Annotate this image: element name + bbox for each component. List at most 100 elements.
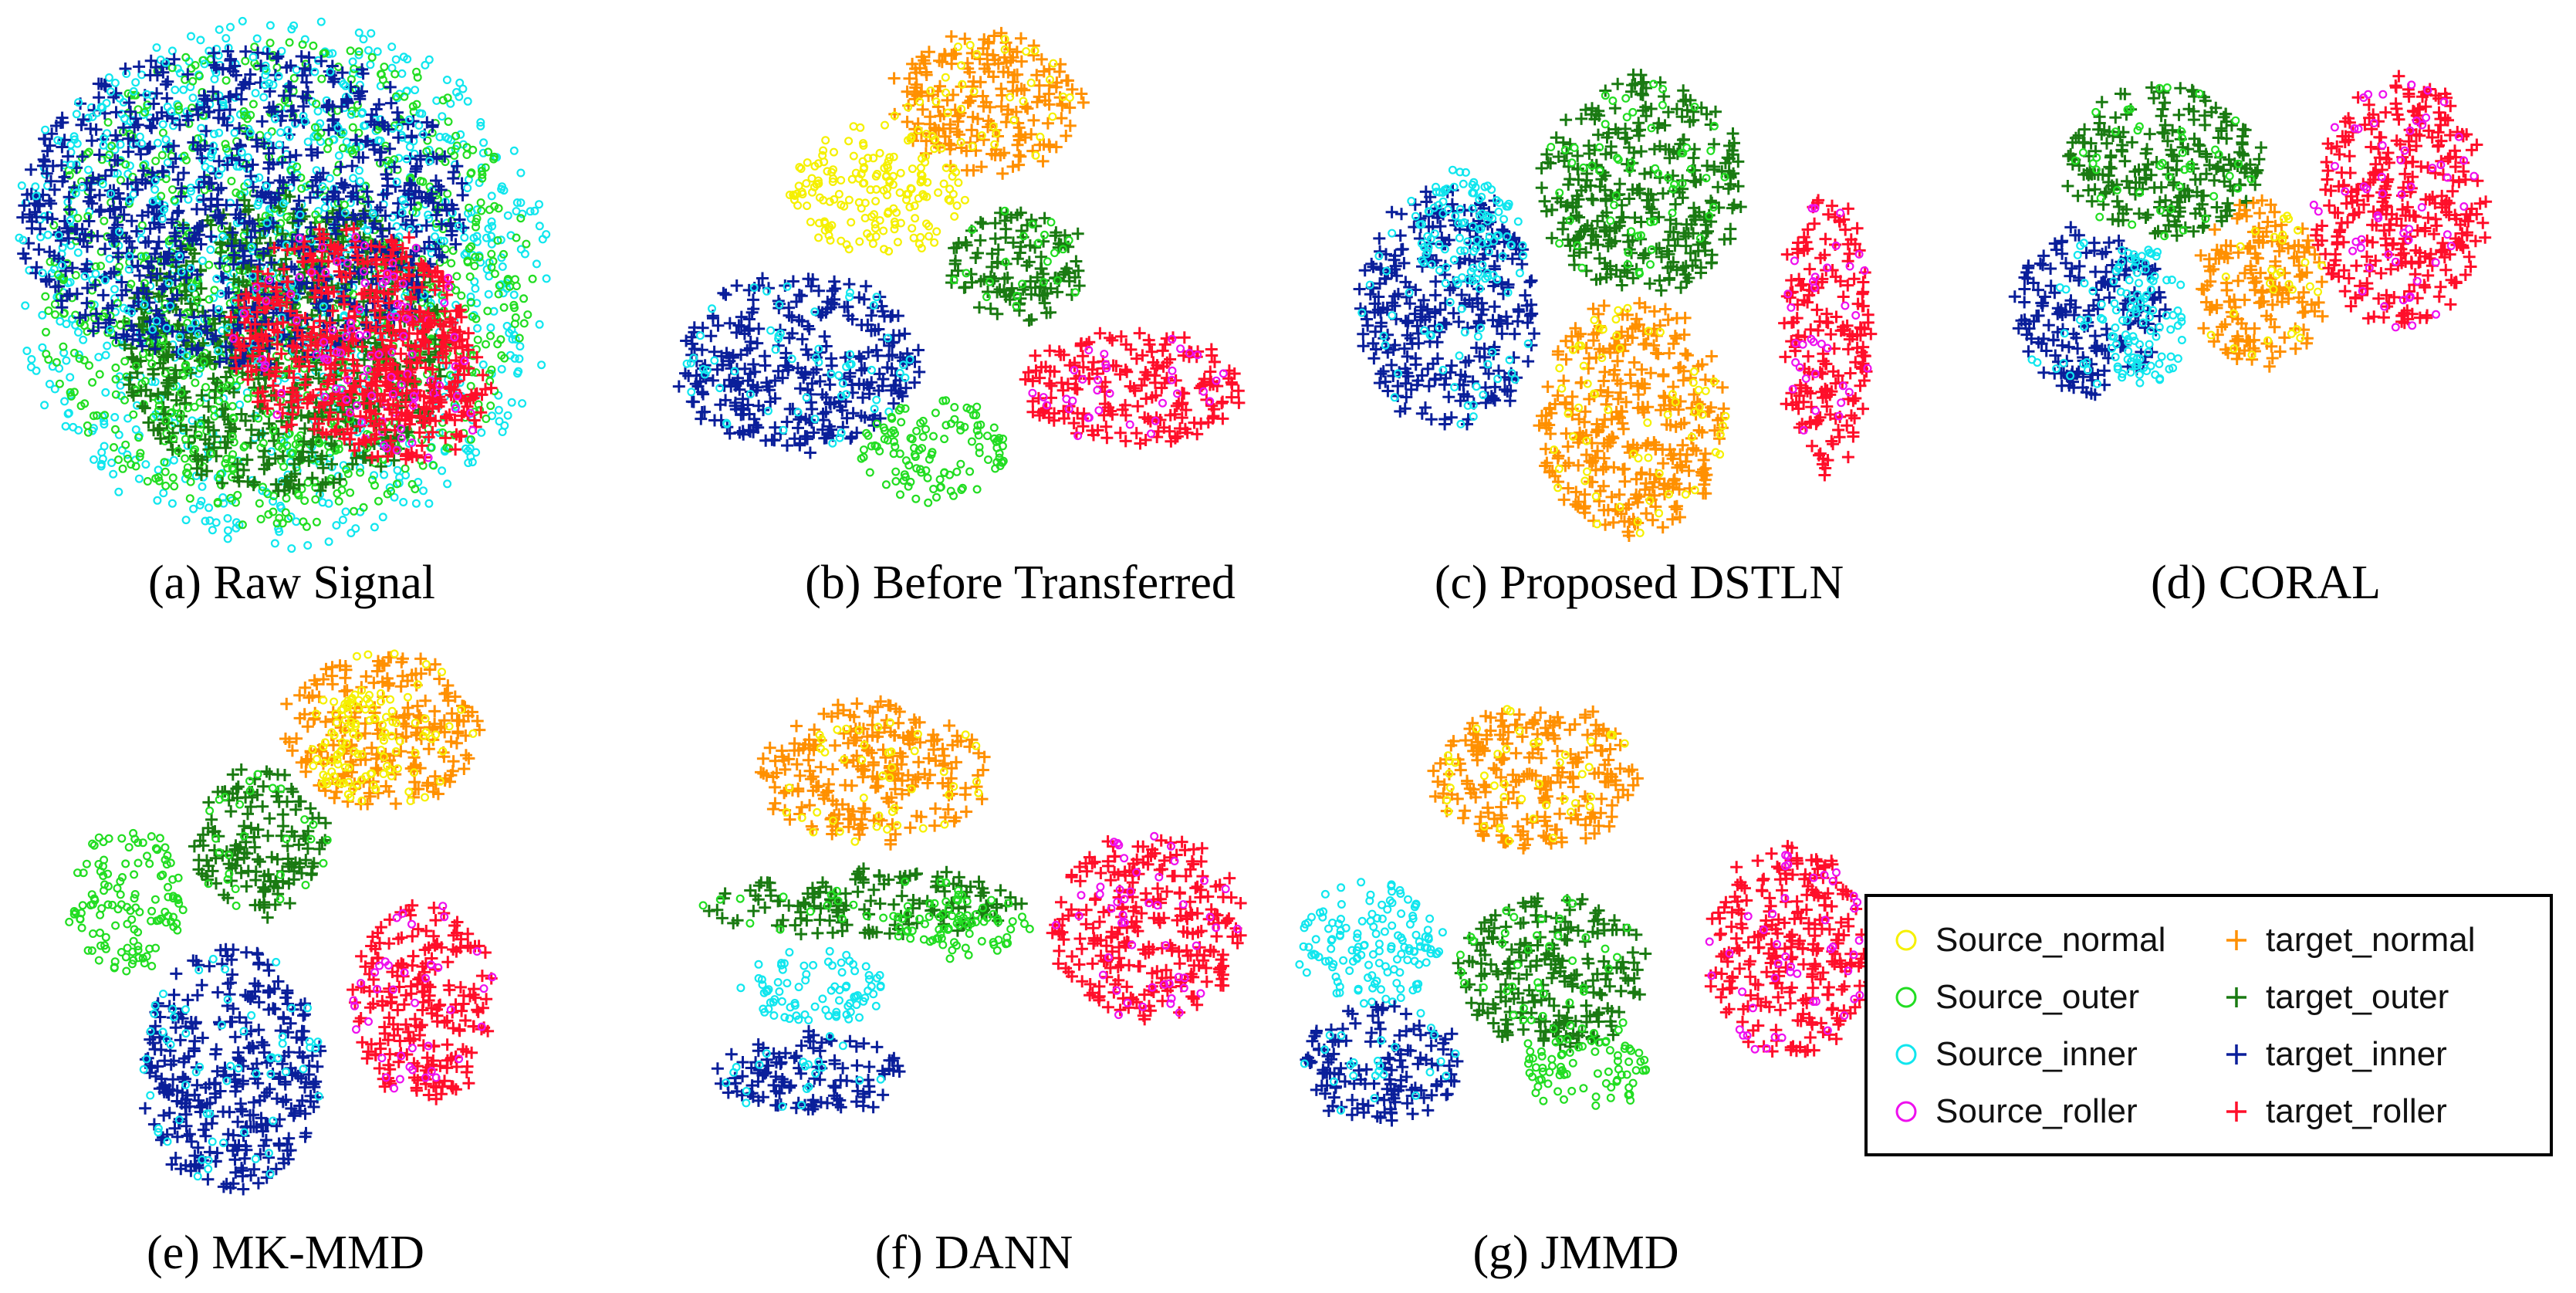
scatter-point-source_outer <box>356 468 365 477</box>
scatter-point-source_outer <box>248 100 258 109</box>
scatter-point-target_normal <box>1041 117 1054 130</box>
scatter-point-source_inner <box>387 42 397 52</box>
scatter-point-source_inner <box>451 87 461 96</box>
scatter-point-target_normal <box>931 100 945 113</box>
scatter-point-source_inner <box>342 137 351 147</box>
scatter-point-source_inner <box>498 427 507 436</box>
scatter-point-source_inner <box>318 498 327 507</box>
scatter-point-source_outer <box>354 128 363 137</box>
scatter-point-source_inner <box>455 78 465 87</box>
scatter-point-source_outer <box>1043 257 1052 266</box>
scatter-point-source_outer <box>168 185 177 195</box>
scatter-point-source_inner <box>22 347 32 356</box>
scatter-point-target_inner <box>70 287 83 300</box>
scatter-point-source_normal <box>957 61 966 70</box>
scatter-point-source_inner <box>221 34 231 43</box>
scatter-point-source_inner <box>116 381 125 390</box>
scatter-point-source_inner <box>520 249 529 259</box>
scatter-point-target_outer <box>1035 250 1048 263</box>
scatter-point-target_outer <box>1015 225 1028 237</box>
scatter-point-source_inner <box>484 224 493 233</box>
scatter-point-target_inner <box>32 243 46 256</box>
scatter-point-source_outer <box>181 454 190 463</box>
scatter-point-source_outer <box>1046 218 1056 227</box>
scatter-point-source_inner <box>348 57 357 66</box>
scatter-point-source_outer <box>519 319 529 328</box>
scatter-point-source_outer <box>111 425 120 434</box>
scatter-point-target_outer <box>194 282 208 295</box>
scatter-point-source_inner <box>215 170 224 179</box>
scatter-point-source_inner <box>167 46 177 56</box>
scatter-point-source_inner <box>526 207 535 216</box>
scatter-point-target_inner <box>306 149 318 162</box>
scatter-point-source_inner <box>153 496 162 505</box>
scatter-point-source_inner <box>479 138 488 147</box>
scatter-point-source_inner <box>494 405 503 415</box>
scatter-point-target_outer <box>976 217 989 230</box>
scatter-point-source_outer <box>111 390 120 399</box>
scatter-point-source_outer <box>95 370 104 379</box>
scatter-point-source_normal <box>803 158 812 168</box>
scatter-point-source_inner <box>538 235 547 244</box>
scatter-point-source_inner <box>269 80 278 90</box>
scatter-point-target_normal <box>903 72 916 85</box>
scatter-point-target_inner <box>311 146 324 159</box>
scatter-point-source_inner <box>356 177 365 186</box>
scatter-point-source_outer <box>190 402 199 411</box>
scatter-point-source_inner <box>163 158 172 168</box>
scatter-point-source_outer <box>281 508 290 517</box>
scatter-point-target_outer <box>960 239 973 252</box>
scatter-point-source_inner <box>516 198 526 208</box>
scatter-point-target_normal <box>1043 140 1056 153</box>
scatter-point-source_inner <box>497 182 506 191</box>
scatter-point-target_normal <box>1014 150 1027 163</box>
scatter-point-source_normal <box>941 73 950 82</box>
scatter-point-source_inner <box>354 28 363 37</box>
scatter-point-source_inner <box>109 469 118 479</box>
scatter-point-source_outer <box>201 383 211 392</box>
scatter-point-source_inner <box>515 354 524 364</box>
scatter-point-source_normal <box>950 212 959 221</box>
scatter-point-source_normal <box>849 151 858 161</box>
scatter-point-source_inner <box>181 516 191 525</box>
panel-a-points <box>15 16 551 553</box>
scatter-point-source_normal <box>856 123 865 132</box>
scatter-point-source_inner <box>110 285 120 294</box>
scatter-point-source_outer <box>438 225 448 234</box>
scatter-point-target_normal <box>1053 65 1066 78</box>
scatter-point-source_inner <box>376 137 385 146</box>
scatter-point-source_inner <box>224 526 233 535</box>
scatter-point-source_outer <box>41 327 50 337</box>
scatter-point-source_inner <box>74 350 83 360</box>
scatter-point-source_inner <box>263 131 272 140</box>
scatter-point-source_inner <box>451 160 460 169</box>
scatter-point-source_normal <box>953 42 962 52</box>
scatter-point-source_normal <box>952 201 962 210</box>
scatter-point-source_normal <box>954 178 963 188</box>
scatter-point-target_outer <box>154 432 167 445</box>
scatter-point-source_normal <box>1065 93 1074 102</box>
scatter-point-source_outer <box>401 464 410 473</box>
scatter-point-source_inner <box>158 120 167 129</box>
scatter-point-source_inner <box>251 89 260 98</box>
scatter-point-target_outer <box>244 436 257 449</box>
scatter-point-source_inner <box>198 256 207 266</box>
scatter-point-source_outer <box>118 464 127 473</box>
scatter-point-target_outer <box>1001 271 1014 284</box>
scatter-point-source_inner <box>276 157 285 166</box>
scatter-point-source_outer <box>66 388 75 397</box>
scatter-point-source_normal <box>860 214 870 223</box>
scatter-point-source_inner <box>101 388 110 397</box>
scatter-point-source_outer <box>41 292 50 301</box>
scatter-point-source_inner <box>349 174 358 183</box>
scatter-point-source_inner <box>25 266 34 275</box>
scatter-point-source_inner <box>542 274 551 283</box>
scatter-point-source_inner <box>265 21 275 30</box>
scatter-point-source_outer <box>380 63 389 72</box>
scatter-point-source_inner <box>482 233 491 242</box>
scatter-point-source_outer <box>300 496 309 506</box>
scatter-point-source_outer <box>359 503 368 512</box>
scatter-point-target_normal <box>1006 160 1019 173</box>
scatter-point-source_inner <box>69 135 79 144</box>
scatter-point-target_normal <box>961 164 973 177</box>
